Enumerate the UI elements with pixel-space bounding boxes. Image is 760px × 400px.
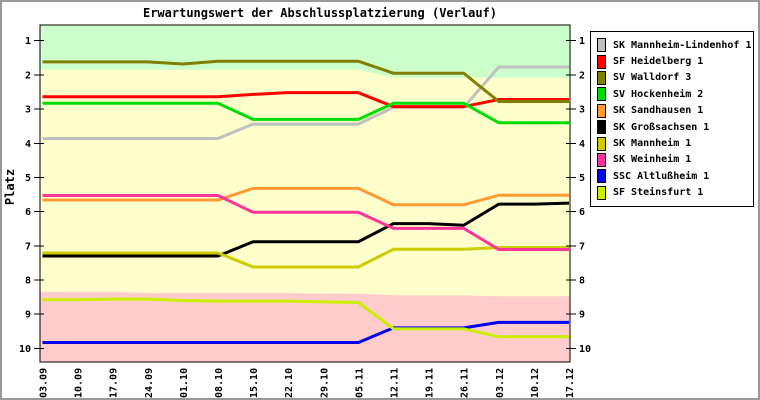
series-line	[42, 201, 570, 258]
y-tick-label-left: 7	[25, 241, 31, 252]
series-line	[42, 101, 569, 125]
y-tick-label-left: 10	[19, 344, 31, 355]
x-tick-label: 19.11	[425, 368, 436, 398]
legend-swatch	[597, 185, 606, 200]
x-tick-label: 05.11	[354, 368, 365, 398]
x-tick-label: 17.09	[109, 368, 120, 398]
x-tick-label: 22.10	[284, 368, 295, 398]
y-tick-label-left: 8	[25, 275, 31, 286]
promotion-zone	[40, 25, 570, 78]
legend-item-label: SF Heidelberg 1	[613, 56, 704, 68]
legend-item: SK Mannheim-Lindenhof 1	[597, 37, 752, 53]
series-line	[42, 91, 569, 109]
legend-item: SK Weinheim 1	[597, 152, 749, 168]
y-tick-label-left: 1	[25, 36, 31, 47]
legend-item: SSC Altlußheim 1	[597, 168, 749, 184]
x-tick-label: 08.10	[214, 368, 225, 398]
legend-item-label: SSC Altlußheim 1	[613, 170, 710, 182]
y-tick-label-right: 10	[579, 344, 591, 355]
legend-item-label: SK Weinheim 1	[613, 154, 692, 166]
legend-item: SK Großsachsen 1	[597, 119, 749, 135]
x-tick-label: 03.12	[495, 368, 506, 398]
legend-item: SV Hockenheim 2	[597, 86, 749, 102]
series-line	[42, 297, 569, 339]
series-line	[42, 194, 569, 252]
series-line	[42, 59, 569, 104]
x-tick-label: 17.12	[565, 368, 576, 398]
legend-item: SK Mannheim 1	[597, 135, 749, 151]
x-tick-label: 01.10	[179, 368, 190, 398]
x-tick-label: 12.11	[390, 368, 401, 398]
legend-swatch	[597, 54, 606, 69]
legend-item: SF Heidelberg 1	[597, 53, 749, 69]
y-tick-label-left: 6	[25, 207, 31, 218]
plot-border	[39, 24, 571, 363]
legend-item-label: SK Sandhausen 1	[613, 105, 704, 117]
y-tick-label-left: 5	[25, 173, 31, 184]
y-tick-label-right: 4	[579, 139, 585, 150]
legend-swatch	[597, 70, 606, 85]
x-tick-label: 26.11	[460, 368, 471, 398]
series-line	[42, 320, 569, 345]
y-tick-label-right: 2	[579, 70, 585, 81]
legend-item: SF Steinsfurt 1	[597, 185, 749, 201]
y-tick-label-left: 3	[25, 105, 31, 116]
legend-item-label: SV Walldorf 3	[613, 72, 692, 84]
legend-swatch	[597, 103, 606, 118]
legend-item: SV Walldorf 3	[597, 70, 749, 86]
legend-item: SK Sandhausen 1	[597, 103, 749, 119]
x-tick-label: 29.10	[319, 368, 330, 398]
y-tick-label-right: 1	[579, 36, 585, 47]
legend-item-label: SK Großsachsen 1	[613, 121, 710, 133]
y-tick-label-right: 8	[579, 275, 585, 286]
y-tick-label-right: 5	[579, 173, 585, 184]
x-tick-label: 03.09	[39, 368, 50, 398]
legend-swatch	[597, 169, 606, 184]
y-tick-label-right: 9	[579, 310, 585, 321]
legend-swatch	[597, 38, 606, 53]
legend-swatch	[597, 152, 606, 167]
legend-swatch	[597, 87, 606, 102]
legend-swatch	[597, 120, 606, 135]
chart-title: Erwartungswert der Abschlussplatzierung …	[142, 6, 497, 20]
legend-item-label: SK Mannheim-Lindenhof 1	[613, 39, 752, 51]
y-tick-label-left: 2	[25, 70, 31, 81]
x-tick-label: 24.09	[144, 368, 155, 398]
y-tick-label-right: 3	[579, 105, 585, 116]
legend-item-label: SF Steinsfurt 1	[613, 187, 704, 199]
y-tick-label-left: 4	[25, 139, 31, 150]
x-tick-label: 10.09	[74, 368, 85, 398]
legend: SK Mannheim-Lindenhof 1 SF Heidelberg 1 SV…	[590, 31, 754, 207]
legend-swatch	[597, 136, 606, 151]
y-tick-label-left: 9	[25, 310, 31, 321]
legend-item-label: SV Hockenheim 2	[613, 88, 704, 100]
x-tick-label: 15.10	[249, 368, 260, 398]
x-tick-label: 10.12	[530, 368, 541, 398]
relegation-zone	[40, 291, 570, 362]
series-line	[42, 186, 569, 207]
y-tick-label-right: 6	[579, 207, 585, 218]
legend-item-label: SK Mannheim 1	[613, 138, 692, 150]
y-axis-label: Platz	[3, 168, 17, 206]
y-tick-label-right: 7	[579, 241, 585, 252]
series-line	[42, 246, 569, 269]
